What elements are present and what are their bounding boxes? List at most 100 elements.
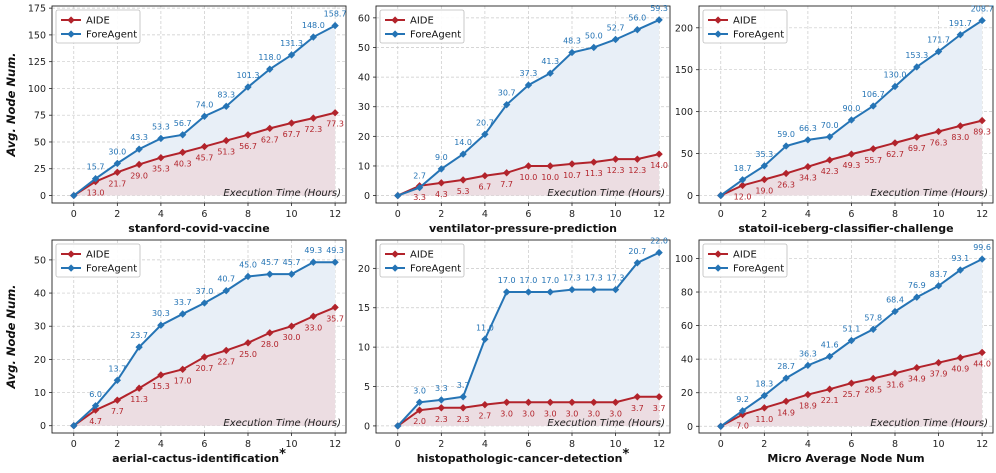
- plot-frame: [375, 239, 671, 434]
- foreagent-area: [397, 19, 660, 196]
- foreagent-point: [524, 288, 533, 296]
- foreagent-point: [309, 33, 318, 41]
- aide-point: [546, 398, 554, 406]
- chart-panel-2: 0 2 4 6 8 10 12 0 10 20 30 40 50 60 3.3 4.3 5.3 6.7 7.7 10.…: [358, 4, 671, 235]
- execution-time-note: Execution Time (Hours): [870, 418, 988, 429]
- aide-value-label: 72.3: [304, 125, 322, 134]
- y-tick-label: 0: [687, 191, 693, 202]
- aide-point: [178, 365, 187, 374]
- x-tick-label: 4: [158, 209, 164, 220]
- y-tick-label: 0: [40, 191, 46, 202]
- aide-value-label: 37.9: [930, 370, 948, 379]
- legend-marker: [714, 30, 722, 38]
- foreagent-value-label: 101.3: [237, 71, 260, 80]
- foreagent-value-label: 30.0: [108, 147, 126, 156]
- aide-point: [760, 404, 769, 412]
- aide-value-label: 35.7: [326, 314, 344, 323]
- aide-point: [200, 353, 209, 361]
- foreagent-point: [633, 259, 642, 267]
- foreagent-point: [655, 248, 663, 257]
- foreagent-value-label: 14.0: [454, 138, 472, 147]
- aide-value-label: 14.9: [777, 408, 795, 417]
- aide-value-label: 7.0: [736, 422, 749, 431]
- x-axis-label: stanford-covid-vaccine: [128, 222, 269, 235]
- aide-value-label: 4.3: [435, 190, 448, 199]
- aide-value-label: 3.0: [566, 409, 579, 418]
- y-tick-label: 10: [34, 388, 46, 399]
- aide-point: [266, 124, 274, 133]
- foreagent-point: [804, 361, 812, 370]
- aide-point: [481, 172, 489, 180]
- foreagent-point: [287, 270, 296, 278]
- aide-value-label: 22.1: [821, 396, 839, 405]
- foreagent-value-label: 3.7: [457, 381, 470, 390]
- y-tick-label: 0: [364, 421, 370, 432]
- aide-value-label: 7.7: [500, 180, 513, 189]
- aide-area: [73, 112, 336, 196]
- legend-label: ForeAgent: [86, 264, 137, 275]
- y-tick-label: 100: [28, 84, 46, 95]
- foreagent-value-label: 17.0: [498, 276, 516, 285]
- legend-label: AIDE: [733, 16, 757, 27]
- x-tick-label: 12: [976, 209, 988, 220]
- foreagent-point: [200, 112, 209, 120]
- foreagent-point: [200, 299, 209, 307]
- aide-point: [244, 339, 252, 347]
- foreagent-area: [73, 25, 336, 196]
- aide-point: [804, 163, 812, 171]
- legend-label: AIDE: [410, 16, 434, 27]
- aide-value-label: 25.0: [239, 350, 257, 359]
- foreagent-value-label: 171.7: [927, 36, 950, 45]
- foreagent-point: [178, 310, 187, 318]
- aide-point: [415, 406, 424, 414]
- x-tick-label: 2: [761, 439, 767, 450]
- aide-value-label: 34.3: [799, 174, 817, 183]
- foreagent-point: [978, 255, 986, 263]
- x-tick-label: 8: [892, 439, 898, 450]
- aide-value-label: 62.7: [886, 150, 904, 159]
- chart-panel-3: 0 2 4 6 8 10 12 0 50 100 150 200 12.019.0 26.3 34.3 42.…: [675, 5, 994, 235]
- y-tick-label: 40: [34, 289, 46, 300]
- foreagent-point: [869, 102, 877, 110]
- x-tick-label: 8: [569, 209, 575, 220]
- y-tick-label: 20: [358, 132, 370, 143]
- aide-value-label: 34.9: [908, 375, 926, 384]
- x-tick-label: 6: [201, 439, 207, 450]
- foreagent-point: [331, 21, 339, 30]
- foreagent-value-label: 148.0: [302, 21, 325, 30]
- foreagent-point: [266, 270, 274, 278]
- y-tick-label: 50: [681, 149, 693, 160]
- foreagent-point: [825, 352, 834, 361]
- y-tick-label: 50: [358, 43, 370, 54]
- execution-time-note: Execution Time (Hours): [870, 188, 988, 199]
- y-tick-label: 60: [681, 321, 693, 332]
- x-tick-label: 10: [933, 439, 945, 450]
- aide-value-label: 2.3: [435, 415, 448, 424]
- x-tick-label: 6: [525, 209, 531, 220]
- aide-point: [135, 384, 143, 392]
- aide-value-label: 3.0: [609, 409, 622, 418]
- x-tick-label: 12: [653, 439, 665, 450]
- aide-point: [524, 162, 533, 170]
- x-tick-label: 0: [395, 439, 401, 450]
- aide-value-label: 12.3: [607, 166, 625, 175]
- legend-marker: [714, 264, 722, 272]
- foreagent-area: [720, 20, 983, 196]
- y-tick-label: 100: [675, 107, 693, 118]
- foreagent-value-label: 20.7: [628, 247, 646, 256]
- aide-value-label: 10.0: [520, 173, 538, 182]
- foreagent-value-label: 43.3: [130, 133, 148, 142]
- aide-point: [590, 398, 598, 406]
- aide-value-label: 2.0: [413, 417, 426, 426]
- legend-label: ForeAgent: [410, 30, 461, 41]
- y-tick-label: 20: [358, 264, 370, 275]
- foreagent-value-label: 68.4: [886, 295, 904, 304]
- foreagent-value-label: 106.7: [862, 90, 885, 99]
- foreagent-value-label: 56.7: [174, 119, 192, 128]
- foreagent-value-label: 37.0: [196, 287, 214, 296]
- aide-point: [309, 114, 318, 122]
- foreagent-point: [481, 130, 489, 138]
- foreagent-point: [546, 288, 554, 296]
- foreagent-point: [459, 150, 467, 158]
- aide-value-label: 19.0: [755, 187, 773, 196]
